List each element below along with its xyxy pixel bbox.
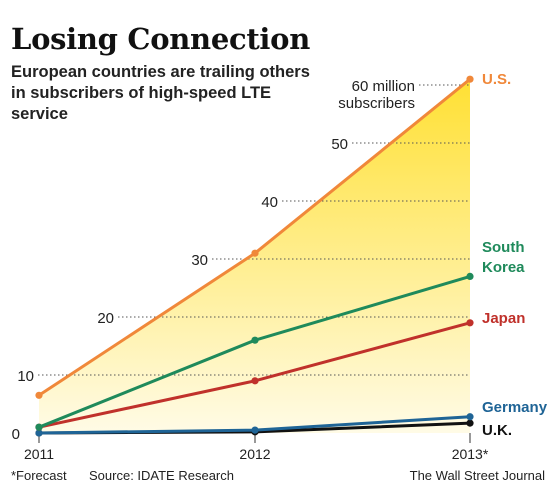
- series-label-south-korea-0: South: [482, 239, 525, 256]
- data-point-germany-2: [466, 413, 474, 421]
- y-tick-label-10: 10: [17, 368, 34, 385]
- data-point-u-s-0: [35, 391, 43, 399]
- data-point-u-k-2: [466, 419, 474, 427]
- chart-subtitle: European countries are trailing others i…: [11, 63, 310, 123]
- y-tick-label-30: 30: [191, 252, 208, 269]
- y-tick-label-20: 20: [97, 310, 114, 327]
- y-tick-label-60: 60 million: [352, 78, 415, 95]
- data-point-u-s-2: [466, 75, 474, 83]
- y-tick-label-40: 40: [261, 194, 278, 211]
- series-layer: [35, 75, 474, 437]
- x-tick-label-2: 2013*: [452, 446, 489, 462]
- data-point-japan-1: [251, 377, 259, 385]
- series-label-u-s: U.S.: [482, 71, 511, 88]
- data-point-south-korea-0: [35, 423, 43, 431]
- y-unit-label: subscribers: [338, 95, 415, 112]
- data-point-south-korea-2: [466, 272, 474, 280]
- publisher-credit: The Wall Street Journal: [409, 468, 545, 483]
- x-tick-label-1: 2012: [239, 446, 270, 462]
- series-label-japan: Japan: [482, 310, 525, 327]
- data-point-japan-2: [466, 319, 474, 327]
- label-layer: U.S. South Korea Japan Germany U.K.: [482, 71, 548, 439]
- chart-title: Losing Connection: [11, 22, 310, 56]
- series-label-u-k: U.K.: [482, 422, 512, 439]
- data-point-u-s-1: [251, 249, 259, 257]
- footnote: *Forecast: [11, 468, 67, 483]
- data-point-germany-0: [35, 429, 43, 437]
- grid-layer: [38, 84, 470, 376]
- y-tick-label-50: 50: [331, 136, 348, 153]
- series-label-south-korea-1: Korea: [482, 259, 525, 276]
- y-tick-label-0: 0: [12, 426, 20, 443]
- data-point-germany-1: [251, 426, 259, 434]
- series-label-germany: Germany: [482, 399, 548, 416]
- source-note: Source: IDATE Research: [89, 468, 234, 483]
- x-tick-label-0: 2011: [24, 446, 54, 462]
- data-point-south-korea-1: [251, 336, 259, 344]
